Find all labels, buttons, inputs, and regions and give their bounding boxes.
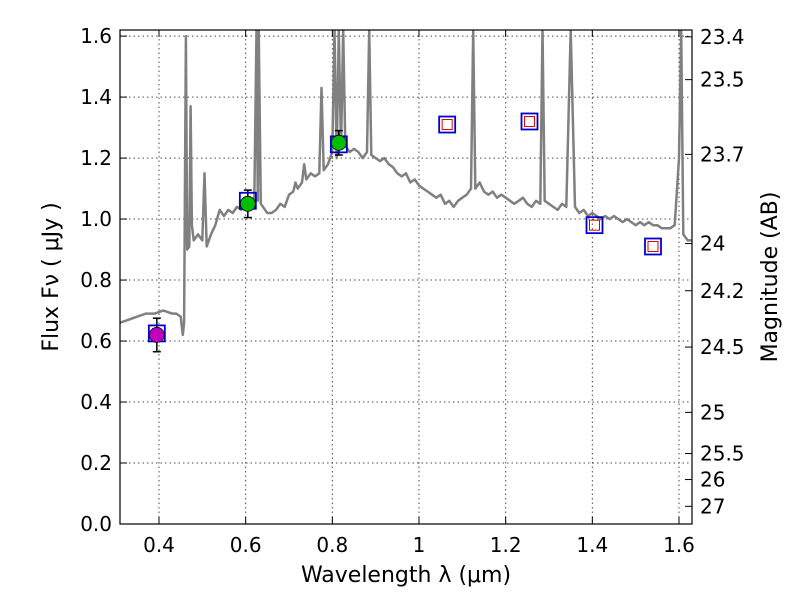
- grid: [120, 30, 692, 525]
- upper-limit-square: [647, 241, 659, 253]
- right-tick-label: 25: [700, 400, 725, 424]
- model-square: [585, 216, 604, 235]
- model-square: [644, 237, 662, 256]
- y-axis-title: Flux Fν ( μJy ): [39, 202, 64, 351]
- photometry-point: [330, 134, 347, 151]
- photometry-point: [239, 195, 256, 212]
- y-tick-label: 0.0: [80, 512, 112, 536]
- right-tick-label: 23.5: [700, 68, 745, 92]
- y-tick-label: 1.2: [80, 146, 112, 170]
- x-axis: 0.4 0.6 0.8 1 1.2 1.4 1.6: [143, 30, 695, 557]
- y-tick-label: 1.6: [80, 24, 112, 48]
- right-tick-label: 24: [700, 232, 725, 256]
- x-tick-label: 1.6: [663, 533, 695, 557]
- y-axis: 0.0 0.2 0.4 0.6 0.8 1.0 1.2 1.4 1.6: [80, 24, 127, 536]
- x-tick-label: 1.4: [576, 533, 608, 557]
- right-tick-label: 27: [700, 494, 725, 518]
- right-axis-title: Magnitude (AB): [758, 192, 783, 363]
- upper-limit-square: [441, 119, 453, 131]
- model-square: [438, 115, 457, 134]
- upper-limit-square: [524, 115, 535, 127]
- y-tick-label: 0.8: [80, 268, 112, 292]
- model-square: [520, 112, 539, 131]
- spectrum-layer: [120, 30, 692, 337]
- x-tick-label: 0.6: [230, 533, 262, 557]
- y-tick-label: 1.4: [80, 85, 112, 109]
- right-tick-label: 26: [700, 468, 725, 492]
- markers: [147, 112, 662, 353]
- x-tick-label: 1.2: [490, 533, 522, 557]
- x-tick-label: 1: [413, 533, 426, 557]
- upper-limit-square: [589, 219, 600, 231]
- right-tick-label: 23.4: [700, 25, 745, 49]
- spectrum-line: [120, 30, 692, 337]
- x-tick-label: 0.4: [143, 533, 175, 557]
- y-tick-label: 0.4: [80, 390, 112, 414]
- right-tick-label: 23.7: [700, 142, 745, 166]
- y-tick-label: 1.0: [80, 207, 112, 231]
- x-axis-title: Wavelength λ (μm): [301, 563, 511, 588]
- x-tick-label: 0.8: [316, 533, 348, 557]
- right-tick-label: 25.5: [700, 442, 745, 466]
- plot-frame: [119, 29, 693, 525]
- y-tick-label: 0.6: [80, 329, 112, 353]
- right-tick-label: 24.2: [700, 279, 745, 303]
- photometry-point: [148, 327, 165, 343]
- right-tick-label: 24.5: [700, 335, 745, 359]
- y-tick-label: 0.2: [80, 451, 112, 475]
